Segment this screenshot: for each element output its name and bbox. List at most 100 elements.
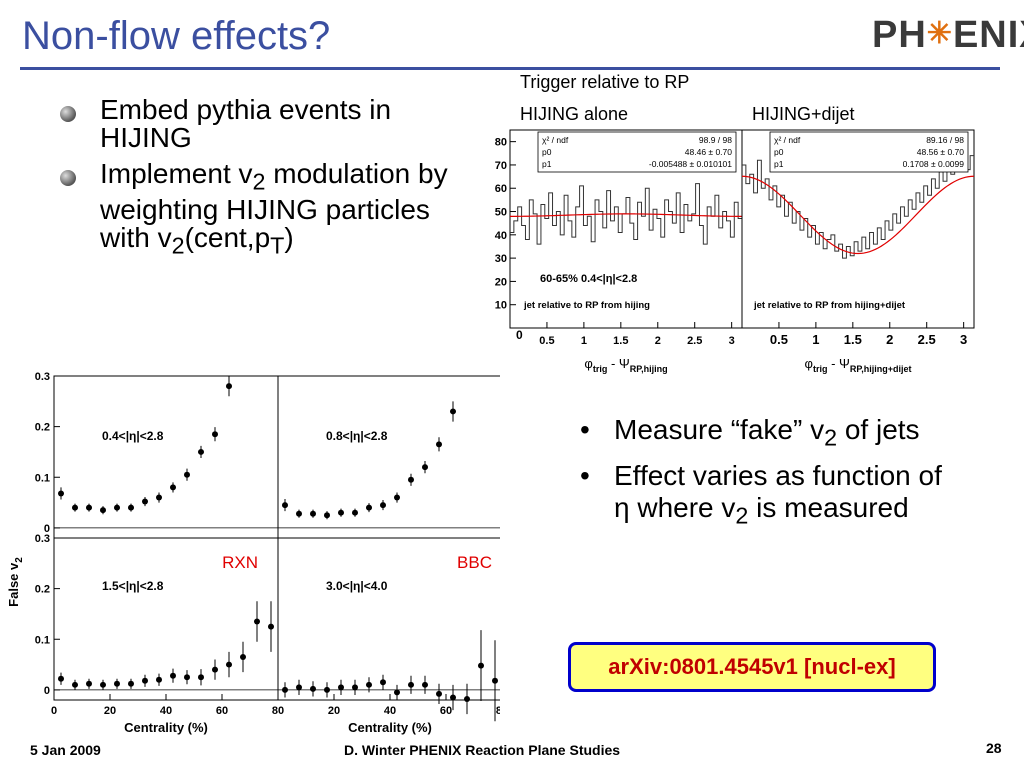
plot-frame [277, 375, 500, 539]
data-point [464, 695, 470, 702]
data-point [478, 662, 484, 669]
data-point [394, 494, 400, 501]
fit-curve [509, 213, 743, 217]
eta-range-label: 0.8<|η|<2.8 [326, 429, 388, 443]
stats-value: 89.16 / 98 [926, 135, 964, 145]
stats-key: χ² / ndf [542, 135, 569, 145]
data-point [436, 690, 442, 697]
stats-key: p1 [774, 159, 784, 169]
y-tick-label: 80 [495, 137, 507, 149]
x-tick-label: 0 [516, 328, 523, 342]
eta-range-label: 0.4<|η|<2.8 [102, 429, 164, 443]
bullet-item: Embed pythia events in HIJING [60, 96, 460, 152]
stats-key: p0 [542, 147, 552, 157]
y-tick-label: 60 [495, 183, 507, 195]
left-bullet-list: Embed pythia events in HIJING Implement … [60, 96, 460, 267]
data-point [184, 471, 190, 478]
data-point [142, 677, 148, 684]
arxiv-reference-box[interactable]: arXiv:0801.4545v1 [nucl-ex] [568, 642, 936, 692]
data-point [114, 680, 120, 687]
data-point [58, 675, 64, 682]
data-point [114, 504, 120, 511]
y-tick-label: 0 [44, 523, 50, 535]
data-point [436, 441, 442, 448]
bullet-sphere-icon [60, 106, 76, 122]
fit-curve [741, 175, 975, 255]
logo-text-left: PH [872, 14, 927, 56]
panel-label-right: HIJING+dijet [752, 104, 855, 124]
histogram-line [742, 150, 974, 259]
stats-value: 98.9 / 98 [699, 135, 732, 145]
data-point [296, 510, 302, 517]
stats-value: 48.46 ± 0.70 [685, 147, 732, 157]
data-point [394, 689, 400, 696]
data-point [198, 674, 204, 681]
x-tick-label: 60 [440, 705, 452, 717]
bullet-item: • Measure “fake” v2 of jets [580, 414, 960, 454]
panel-label-left: HIJING alone [520, 104, 629, 124]
x-axis-label: Centrality (%) [348, 720, 432, 735]
x-tick-label: 0.5 [770, 332, 788, 347]
data-point [226, 661, 232, 668]
data-point [128, 504, 134, 511]
arxiv-link[interactable]: arXiv:0801.4545v1 [nucl-ex] [608, 654, 896, 679]
eta-range-label: 3.0<|η|<4.0 [326, 579, 388, 593]
data-point [86, 504, 92, 511]
data-point [100, 681, 106, 688]
data-point [226, 383, 232, 390]
data-point [72, 504, 78, 511]
y-tick-label: 50 [495, 207, 507, 219]
data-point [338, 684, 344, 691]
x-tick-label: 80 [272, 705, 284, 717]
data-point [352, 509, 358, 516]
data-point [380, 502, 386, 509]
x-tick-label: 0.5 [539, 335, 554, 347]
stats-key: χ² / ndf [774, 135, 801, 145]
y-tick-label: 0.2 [35, 584, 50, 596]
data-point [128, 680, 134, 687]
x-tick-label: 2 [886, 332, 893, 347]
detector-label: BBC [457, 553, 492, 572]
bullet-sphere-icon [60, 170, 76, 186]
data-point [296, 684, 302, 691]
stats-key: p0 [774, 147, 784, 157]
footer-date: 5 Jan 2009 [30, 742, 101, 758]
y-tick-label: 0.3 [35, 372, 50, 383]
panel-note: jet relative to RP from hijing [523, 300, 650, 311]
bottom-false-v2-figure: False v2 0 0.1 0.2 0.3 0.4<|η|<2.8 0.8<|η|<2.… [6, 372, 500, 735]
x-tick-label: 1.5 [844, 332, 862, 347]
data-point [380, 679, 386, 686]
data-point [142, 498, 148, 505]
detector-label: RXN [222, 553, 258, 572]
x-tick-label: 2.5 [687, 335, 702, 347]
data-point [352, 684, 358, 691]
y-tick-label: 10 [495, 300, 507, 312]
x-tick-label: 2.5 [918, 332, 936, 347]
figure-caption: Trigger relative to RP [520, 72, 690, 92]
data-point [212, 666, 218, 673]
y-tick-label: 0.1 [35, 472, 50, 484]
bullet-text: Embed pythia events in HIJING [100, 94, 392, 153]
data-point [254, 618, 260, 625]
y-tick-label: 0.2 [35, 422, 50, 434]
phenix-logo: PH✳ENIX [872, 14, 1024, 57]
x-tick-label: 1 [812, 332, 819, 347]
y-tick-label: 20 [495, 276, 507, 288]
y-tick-label: 70 [495, 160, 507, 172]
bullet-text: Measure “fake” v2 of jets [614, 414, 920, 451]
data-point [240, 653, 246, 660]
plot-frame [53, 537, 279, 701]
x-tick-label: 3 [960, 332, 967, 347]
stats-value: -0.005488 ± 0.010101 [649, 159, 732, 169]
data-point [58, 490, 64, 497]
data-point [324, 686, 330, 693]
logo-sun-icon: ✳ [926, 17, 953, 50]
x-tick-label: 40 [160, 705, 172, 717]
x-tick-label: 2 [655, 335, 661, 347]
data-point [156, 494, 162, 501]
y-axis-label: False v2 [6, 557, 25, 607]
bullet-item: • Effect varies as function of η where v2… [580, 460, 960, 532]
data-point [72, 681, 78, 688]
right-bullet-list: • Measure “fake” v2 of jets • Effect varie… [580, 414, 960, 537]
